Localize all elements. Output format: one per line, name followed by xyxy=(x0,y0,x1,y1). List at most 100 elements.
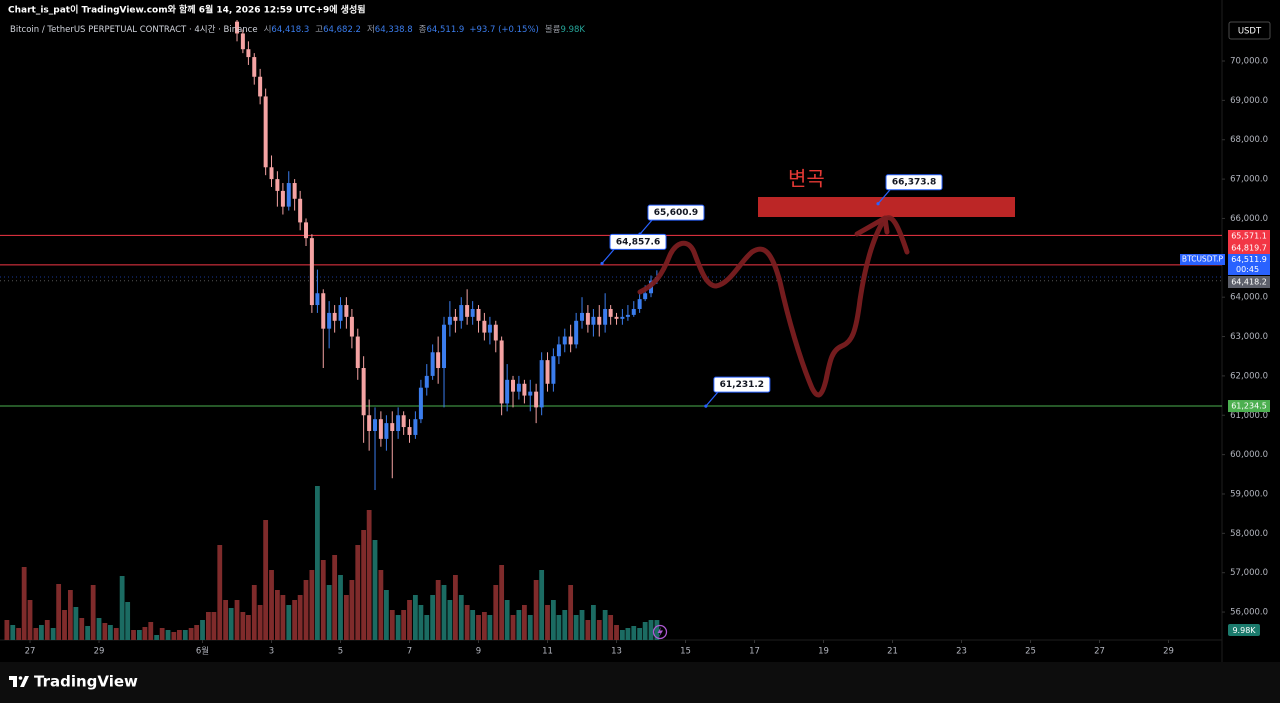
volume-bar xyxy=(338,575,343,640)
volume-bar xyxy=(527,615,533,640)
logo-text: TradingView xyxy=(34,673,138,691)
volume-bar xyxy=(458,595,464,640)
legend-key: 볼륨 xyxy=(545,24,561,35)
volume-bar xyxy=(246,615,251,640)
candle-body xyxy=(505,379,510,404)
legend-change: +93.7 (+0.15%) xyxy=(469,25,539,35)
volume-bar xyxy=(39,625,44,640)
volume-bar xyxy=(73,607,79,640)
credit: Chart_is_pat이 TradingView.com와 함께 6월 14,… xyxy=(8,4,366,16)
callout-anchor xyxy=(704,404,708,408)
volume-badge-label: 9.98K xyxy=(1232,626,1256,635)
volume-bar xyxy=(159,628,165,640)
note: 변곡 xyxy=(788,167,825,191)
volume-bar xyxy=(188,628,194,640)
volume-bar xyxy=(568,585,574,640)
candle-body xyxy=(280,190,285,207)
candle-body xyxy=(309,238,314,306)
volume-bar xyxy=(372,540,378,640)
level-badge-label: 61,234.5 xyxy=(1231,402,1267,411)
candle-body xyxy=(556,344,561,357)
volume-bar xyxy=(320,560,326,640)
last-price-label: 64,511.9 xyxy=(1231,255,1267,264)
projection-arrow xyxy=(854,215,890,237)
volume-bar xyxy=(545,605,550,640)
volume-bar xyxy=(355,545,361,640)
volume-bar xyxy=(44,620,50,640)
candle-body xyxy=(539,360,544,408)
volume-bar xyxy=(516,610,522,640)
logo xyxy=(9,676,29,687)
candle-body xyxy=(591,316,596,325)
x-tick-label: 9 xyxy=(476,647,481,657)
candle-body xyxy=(453,316,458,321)
volume-bar xyxy=(50,628,56,640)
volume-bar xyxy=(108,625,113,640)
candle-body xyxy=(298,198,303,223)
volume-bar xyxy=(102,623,108,640)
volume-bar xyxy=(625,628,631,640)
currency-button[interactable] xyxy=(1228,21,1271,40)
volume-bar xyxy=(240,612,246,640)
footer xyxy=(0,662,1280,703)
legend-key: 시 xyxy=(264,25,272,35)
candle-body xyxy=(349,316,354,337)
legend-value: 64,682.2 xyxy=(323,25,361,35)
candle-body xyxy=(269,167,274,180)
y-tick-label: 64,000.0 xyxy=(1230,293,1268,303)
y-tick-label: 70,000.0 xyxy=(1230,57,1268,67)
x-tick-label: 3 xyxy=(269,647,274,657)
volume-bar xyxy=(591,605,596,640)
y-tick-label: 62,000.0 xyxy=(1230,371,1268,381)
volume-bar xyxy=(171,632,177,640)
y-tick-label: 56,000.0 xyxy=(1230,608,1268,618)
volume-bar xyxy=(205,612,211,640)
volume-bar xyxy=(315,486,320,640)
callout-box xyxy=(647,204,705,221)
volume-bar xyxy=(349,580,355,640)
target-zone xyxy=(758,197,1015,217)
volume-bar xyxy=(493,585,499,640)
callout-box xyxy=(609,233,667,250)
candle-body xyxy=(597,316,602,325)
volume-bar xyxy=(487,615,493,640)
volume-bar xyxy=(67,590,73,640)
callout-line xyxy=(705,391,719,407)
callout-label: 66,373.8 xyxy=(892,178,936,188)
last-price-badge xyxy=(1228,254,1270,275)
x-tick-label: 25 xyxy=(1025,647,1036,657)
volume-bar xyxy=(136,630,142,640)
legend-key: 고 xyxy=(315,25,323,35)
event-bolt xyxy=(657,627,663,637)
symbol-tag xyxy=(1180,254,1225,265)
currency-label: USDT xyxy=(1238,27,1262,37)
y-tick-label: 66,000.0 xyxy=(1230,214,1268,224)
callout-anchor xyxy=(876,202,880,206)
y-tick-label: 59,000.0 xyxy=(1230,489,1268,499)
event-icon[interactable] xyxy=(652,624,668,640)
volume-bar xyxy=(79,618,85,640)
volume-bar xyxy=(343,595,349,640)
candle-body xyxy=(637,299,642,309)
volume-bar xyxy=(654,620,660,640)
volume-bar xyxy=(401,610,407,640)
volume-bar xyxy=(562,610,568,640)
volume-bar xyxy=(504,600,510,640)
candle-body xyxy=(476,308,481,321)
x-tick-label: 19 xyxy=(818,647,829,657)
volume-bar xyxy=(378,570,384,640)
volume-bar xyxy=(297,595,303,640)
volume-bar xyxy=(280,595,286,640)
volume-bar xyxy=(614,625,619,640)
candle-body xyxy=(442,324,447,369)
level-badge xyxy=(1228,242,1270,254)
volume-bar xyxy=(619,630,625,640)
candle-body xyxy=(384,423,389,439)
volume-bar xyxy=(148,622,154,640)
volume-bar xyxy=(470,610,476,640)
candle-body xyxy=(620,316,625,319)
callout-line xyxy=(601,249,615,264)
legend-key: 종 xyxy=(419,25,427,35)
candle-body xyxy=(418,387,423,420)
